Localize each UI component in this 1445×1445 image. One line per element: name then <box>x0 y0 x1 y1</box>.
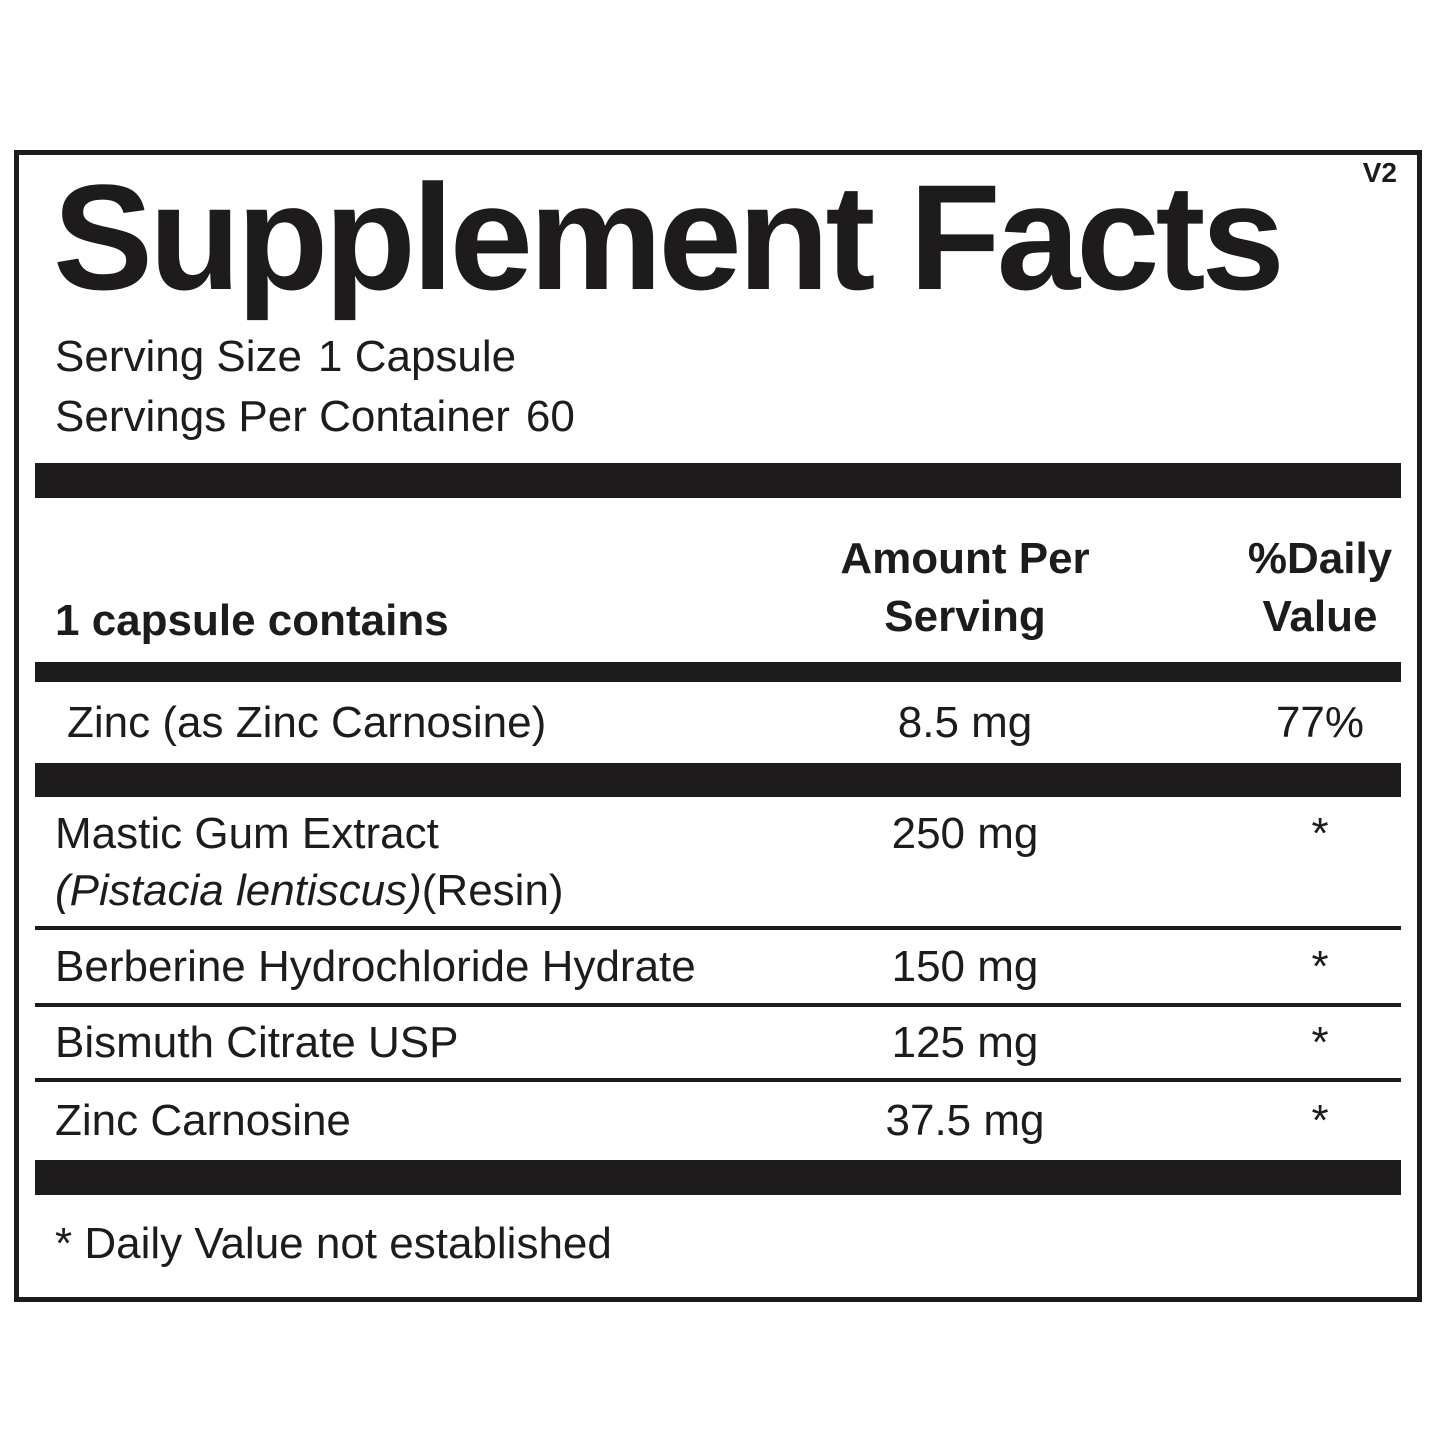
panel-title: Supplement Facts <box>53 153 1285 321</box>
ingredient-name-line1: Mastic Gum Extract <box>55 809 439 858</box>
ingredient-amount: 250 mg <box>891 809 1039 858</box>
ingredient-amount: 8.5 mg <box>897 697 1033 747</box>
daily-value-footnote: * Daily Value not established <box>55 1219 612 1268</box>
row-separator <box>35 1078 1401 1082</box>
serving-size-line: Serving Size 1 Capsule <box>55 327 1401 387</box>
table-row-zinc: Zinc (as Zinc Carnosine) 8.5 mg 77% <box>35 682 1401 763</box>
ingredient-name: Bismuth Citrate USP <box>55 1017 459 1067</box>
row-separator <box>35 1003 1401 1007</box>
ingredient-amount: 125 mg <box>891 1017 1039 1067</box>
column-header-daily-value: %Daily Value <box>1248 530 1392 646</box>
thick-divider-top <box>35 463 1401 498</box>
column-header-ingredient: 1 capsule contains <box>55 596 449 645</box>
serving-info: Serving Size 1 Capsule Servings Per Conta… <box>55 327 1401 447</box>
ingredient-name: Berberine Hydrochloride Hydrate <box>55 941 696 991</box>
ingredient-amount: 37.5 mg <box>885 1096 1045 1145</box>
supplement-facts-panel: V2 Supplement Facts Serving Size 1 Capsul… <box>14 150 1422 1302</box>
ingredient-amount: 150 mg <box>891 941 1039 991</box>
version-tag: V2 <box>1362 157 1397 188</box>
ingredient-daily-value: * <box>1311 941 1329 991</box>
ingredient-name: Zinc (as Zinc Carnosine) <box>67 697 547 747</box>
thick-divider-middle <box>35 763 1401 797</box>
amount-header-line2: Serving <box>884 592 1046 641</box>
thick-divider-bottom <box>35 1160 1401 1195</box>
ingredient-daily-value: * <box>1311 1017 1329 1067</box>
serving-size-label: Serving Size <box>55 332 303 381</box>
amount-header-line1: Amount Per <box>840 534 1090 583</box>
table-row-mastic-gum: Mastic Gum Extract (Pistacia lentiscus)(… <box>35 797 1401 926</box>
servings-per-container-label: Servings Per Container <box>55 392 510 441</box>
ingredient-name-suffix: (Resin) <box>421 866 564 915</box>
serving-size-value: 1 Capsule <box>318 332 517 381</box>
ingredient-daily-value: * <box>1311 809 1329 858</box>
ingredient-daily-value: * <box>1311 1096 1329 1145</box>
ingredient-daily-value: 77% <box>1275 697 1365 747</box>
servings-per-container-value: 60 <box>525 392 575 441</box>
table-row-bismuth: Bismuth Citrate USP 125 mg * <box>35 1007 1401 1078</box>
table-row-berberine: Berberine Hydrochloride Hydrate 150 mg * <box>35 930 1401 1003</box>
table-header: 1 capsule contains Amount Per Serving %D… <box>35 498 1401 662</box>
table-row-zinc-carnosine: Zinc Carnosine 37.5 mg * <box>35 1082 1401 1160</box>
ingredient-name: Zinc Carnosine <box>55 1096 351 1145</box>
column-header-amount-per-serving: Amount Per Serving <box>840 530 1089 646</box>
ingredient-botanical-name: (Pistacia lentiscus) <box>55 866 422 915</box>
ingredient-name: Mastic Gum Extract (Pistacia lentiscus)(… <box>35 805 564 919</box>
dv-header-line1: %Daily <box>1247 534 1393 583</box>
row-separator <box>35 926 1401 930</box>
thin-divider-header <box>35 662 1401 682</box>
servings-per-container-line: Servings Per Container 60 <box>55 387 1401 447</box>
dv-header-line2: Value <box>1262 592 1378 641</box>
